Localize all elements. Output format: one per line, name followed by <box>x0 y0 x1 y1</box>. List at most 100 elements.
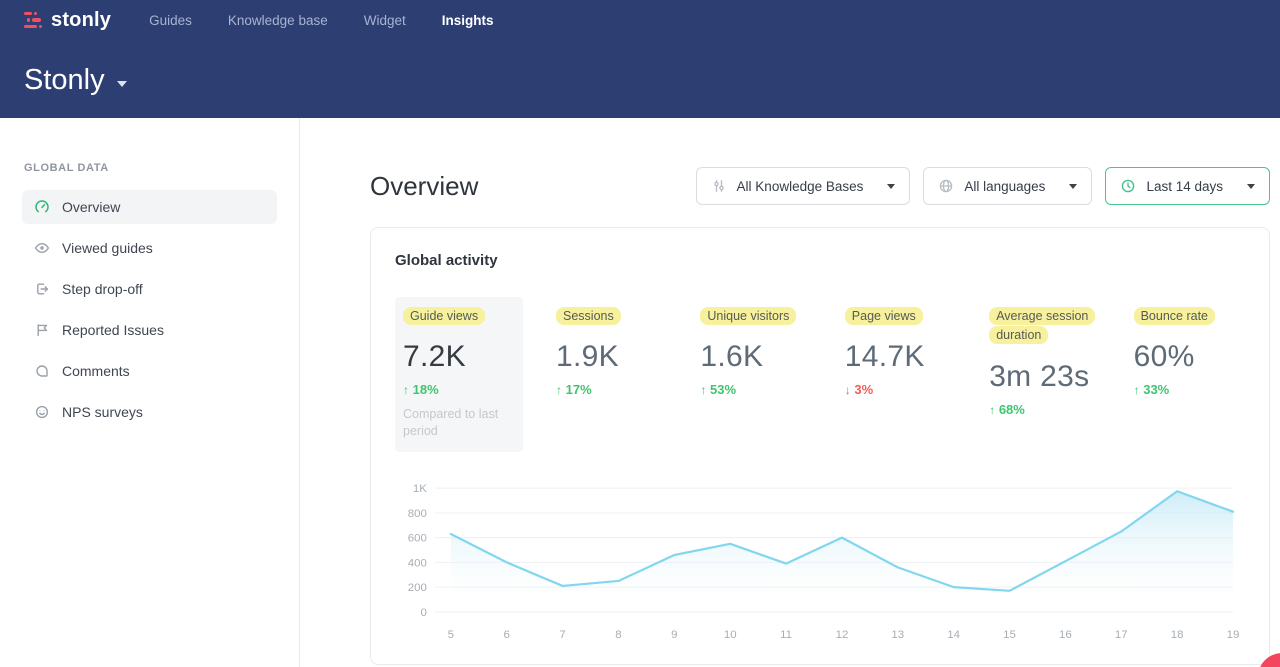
metric-delta: ↑ 17% <box>556 382 659 397</box>
chevron-down-icon <box>117 81 127 87</box>
sidebar-item-label: Overview <box>62 199 120 215</box>
stonly-logo[interactable]: stonly <box>24 9 111 32</box>
delta-arrow-icon: ↑ <box>700 383 706 397</box>
svg-text:18: 18 <box>1171 629 1184 641</box>
metric-value: 14.7K <box>845 340 948 374</box>
metric-bounce-rate[interactable]: Bounce rate 60% ↑ 33% <box>1126 297 1245 452</box>
top-banner: stonly Guides Knowledge base Widget Insi… <box>0 0 1280 118</box>
workspace-selector[interactable]: Stonly <box>24 64 127 97</box>
page-title: Overview <box>370 171 478 202</box>
metric-label: Guide views <box>403 307 485 325</box>
delta-arrow-icon: ↑ <box>556 383 562 397</box>
delta-arrow-icon: ↑ <box>1134 383 1140 397</box>
chevron-down-icon <box>1069 184 1077 189</box>
svg-text:7: 7 <box>559 629 565 641</box>
metric-unique-visitors[interactable]: Unique visitors 1.6K ↑ 53% <box>692 297 811 452</box>
metric-value: 60% <box>1134 340 1237 374</box>
svg-text:13: 13 <box>891 629 904 641</box>
card-title: Global activity <box>395 252 1245 269</box>
sidebar-item-label: Reported Issues <box>62 322 164 338</box>
svg-text:16: 16 <box>1059 629 1072 641</box>
svg-text:19: 19 <box>1227 629 1240 641</box>
svg-text:15: 15 <box>1003 629 1016 641</box>
sliders-icon <box>711 178 727 194</box>
language-filter[interactable]: All languages <box>923 167 1092 205</box>
metric-label: Page views <box>845 307 923 325</box>
globe-icon <box>938 178 954 194</box>
delta-arrow-icon: ↓ <box>845 383 851 397</box>
sidebar-item-comments[interactable]: Comments <box>22 354 277 388</box>
metric-label: Unique visitors <box>700 307 796 325</box>
svg-text:12: 12 <box>836 629 849 641</box>
date-range-filter[interactable]: Last 14 days <box>1105 167 1270 205</box>
filter-bar: All Knowledge Bases All languages <box>696 167 1270 205</box>
metric-page-views[interactable]: Page views 14.7K ↓ 3% <box>837 297 956 452</box>
main-content: Overview All Knowledge Bases <box>300 118 1280 667</box>
stonly-logo-icon <box>24 12 44 29</box>
svg-text:14: 14 <box>947 629 960 641</box>
metric-label: Average session duration <box>989 307 1095 344</box>
date-range-filter-value: Last 14 days <box>1146 179 1223 194</box>
sidebar-item-viewed-guides[interactable]: Viewed guides <box>22 231 277 265</box>
clock-icon <box>1120 178 1136 194</box>
svg-text:11: 11 <box>780 629 792 641</box>
area-chart[interactable]: 02004006008001K5678910111213141516171819 <box>395 474 1245 646</box>
sidebar-item-label: NPS surveys <box>62 404 143 420</box>
sidebar-section-label: GLOBAL DATA <box>24 162 277 174</box>
activity-chart[interactable]: 02004006008001K5678910111213141516171819 <box>395 474 1245 646</box>
svg-text:10: 10 <box>724 629 737 641</box>
svg-text:9: 9 <box>671 629 677 641</box>
nav-item-knowledge-base[interactable]: Knowledge base <box>228 13 328 28</box>
metric-value: 1.6K <box>700 340 803 374</box>
sidebar-item-step-drop-off[interactable]: Step drop-off <box>22 272 277 306</box>
sidebar-item-nps-surveys[interactable]: NPS surveys <box>22 395 277 429</box>
svg-text:6: 6 <box>504 629 510 641</box>
sidebar-item-label: Viewed guides <box>62 240 153 256</box>
svg-text:5: 5 <box>448 629 454 641</box>
comment-icon <box>34 363 50 379</box>
svg-text:400: 400 <box>408 558 427 570</box>
svg-text:8: 8 <box>615 629 621 641</box>
knowledge-base-filter[interactable]: All Knowledge Bases <box>696 167 911 205</box>
metric-label: Sessions <box>556 307 621 325</box>
metric-value: 3m 23s <box>989 360 1092 394</box>
sidebar-item-label: Comments <box>62 363 130 379</box>
global-activity-card: Global activity Guide views 7.2K ↑ 18% C… <box>370 227 1270 665</box>
sidebar: GLOBAL DATA Overview Viewed g <box>0 118 300 667</box>
top-navigation: stonly Guides Knowledge base Widget Insi… <box>0 0 1280 40</box>
flag-icon <box>34 322 50 338</box>
svg-text:800: 800 <box>408 508 427 520</box>
knowledge-base-filter-value: All Knowledge Bases <box>737 179 864 194</box>
metric-value: 1.9K <box>556 340 659 374</box>
nav-item-insights[interactable]: Insights <box>442 13 494 28</box>
metric-delta: ↑ 33% <box>1134 382 1237 397</box>
sidebar-item-reported-issues[interactable]: Reported Issues <box>22 313 277 347</box>
metric-value: 7.2K <box>403 340 515 374</box>
gauge-icon <box>34 199 50 215</box>
svg-text:0: 0 <box>421 607 427 619</box>
workspace-name: Stonly <box>24 64 105 97</box>
metric-delta: ↑ 18% <box>403 382 515 397</box>
svg-text:17: 17 <box>1115 629 1128 641</box>
svg-text:200: 200 <box>408 582 427 594</box>
app-window: stonly Guides Knowledge base Widget Insi… <box>0 0 1280 667</box>
metric-sessions[interactable]: Sessions 1.9K ↑ 17% <box>548 297 667 452</box>
metrics-row: Guide views 7.2K ↑ 18% Compared to last … <box>395 297 1245 452</box>
step-out-icon <box>34 281 50 297</box>
nav-item-guides[interactable]: Guides <box>149 13 192 28</box>
metric-guide-views[interactable]: Guide views 7.2K ↑ 18% Compared to last … <box>395 297 523 452</box>
delta-arrow-icon: ↑ <box>989 403 995 417</box>
metric-caption: Compared to last period <box>403 406 511 440</box>
chevron-down-icon <box>1247 184 1255 189</box>
sidebar-item-overview[interactable]: Overview <box>22 190 277 224</box>
chevron-down-icon <box>887 184 895 189</box>
delta-arrow-icon: ↑ <box>403 383 409 397</box>
sidebar-item-label: Step drop-off <box>62 281 143 297</box>
nav-item-widget[interactable]: Widget <box>364 13 406 28</box>
logo-text: stonly <box>51 9 111 32</box>
svg-text:600: 600 <box>408 533 427 545</box>
metric-delta: ↑ 53% <box>700 382 803 397</box>
language-filter-value: All languages <box>964 179 1045 194</box>
metric-average-session-duration[interactable]: Average session duration 3m 23s ↑ 68% <box>981 297 1100 452</box>
metric-label: Bounce rate <box>1134 307 1215 325</box>
